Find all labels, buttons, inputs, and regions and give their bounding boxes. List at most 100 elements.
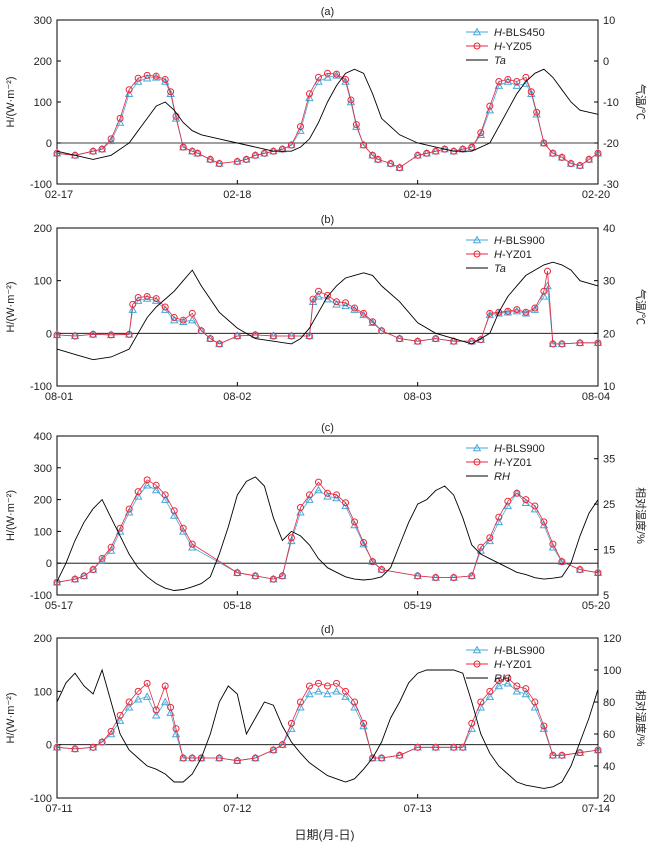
- data-point-H-YZ05: [167, 88, 175, 96]
- data-point-H-YZ01: [450, 574, 458, 582]
- data-point-H-BLS900: [341, 692, 350, 700]
- x-tick-label: 05-19: [404, 600, 432, 612]
- data-point-H-YZ01: [576, 566, 584, 574]
- data-point-H-BLS900: [305, 689, 314, 698]
- y-left-label: H/(W·m⁻²): [5, 281, 17, 332]
- data-point-H-YZ01: [161, 303, 169, 311]
- data-point-H-YZ01: [513, 682, 521, 690]
- data-point-H-YZ01: [540, 287, 548, 295]
- y-right-tick-label: 120: [603, 633, 621, 645]
- data-point-H-BLS900: [521, 308, 531, 317]
- data-point-H-YZ01: [89, 566, 97, 574]
- data-point-H-YZ01: [179, 316, 187, 324]
- data-point-H-YZ01: [170, 507, 178, 515]
- data-point-H-YZ01: [188, 540, 196, 548]
- data-point-H-BLS900: [332, 686, 341, 695]
- data-point-H-YZ01: [206, 335, 214, 343]
- data-point-H-YZ01: [170, 314, 178, 322]
- data-point-H-YZ01: [116, 711, 124, 719]
- data-point-H-YZ05: [585, 155, 593, 163]
- data-point-H-YZ01: [71, 575, 79, 583]
- data-point-H-YZ01: [549, 540, 557, 548]
- legend-entry: RH: [494, 673, 510, 685]
- y-right-tick-label: 25: [603, 499, 615, 511]
- data-point-H-BLS900: [503, 307, 513, 316]
- legend-entry: H-YZ01: [494, 659, 532, 671]
- data-point-H-YZ01: [125, 505, 133, 513]
- series-RH: [56, 668, 599, 789]
- data-point-H-YZ01: [504, 307, 512, 315]
- data-point-H-BLS900: [485, 692, 495, 700]
- data-point-H-YZ01: [305, 332, 313, 340]
- data-point-H-YZ01: [188, 309, 196, 317]
- data-point-H-YZ01: [594, 569, 602, 577]
- y-left-tick-label: 0: [46, 558, 52, 570]
- y-right-label: 气温/℃: [634, 289, 648, 325]
- data-point-H-BLS900: [296, 507, 305, 516]
- data-point-H-YZ01: [107, 543, 115, 551]
- data-point-H-YZ01: [278, 741, 286, 749]
- data-point-H-BLS900: [503, 501, 513, 510]
- y-right-tick-label: 40: [603, 761, 615, 773]
- data-point-H-BLS450: [503, 77, 513, 85]
- panel-label: (d): [321, 624, 334, 636]
- legend-entry: Ta: [494, 55, 506, 67]
- legend-marker: [473, 660, 481, 668]
- series-H-YZ05: [53, 69, 602, 172]
- data-point-H-YZ05: [441, 145, 449, 153]
- data-point-H-YZ05: [558, 153, 566, 161]
- data-point-H-YZ05: [522, 73, 530, 81]
- data-point-H-YZ01: [369, 558, 377, 566]
- data-point-H-YZ05: [468, 143, 476, 151]
- legend: H-BLS450 H-YZ05 Ta: [466, 27, 545, 67]
- data-point-H-BLS450: [305, 93, 314, 102]
- data-point-H-YZ01: [513, 306, 521, 314]
- data-point-H-BLS450: [485, 105, 495, 114]
- data-point-H-YZ05: [352, 121, 360, 129]
- y-right-tick-label: -30: [603, 179, 619, 191]
- legend-entry: H-YZ05: [494, 41, 532, 53]
- data-point-H-BLS900: [314, 292, 323, 300]
- data-point-H-YZ01: [107, 331, 115, 339]
- common-xlabel: 日期(月-日): [294, 828, 355, 842]
- y-right-tick-label: 10: [603, 381, 615, 393]
- data-point-H-YZ01: [414, 572, 422, 580]
- data-point-H-YZ05: [477, 129, 485, 137]
- y-left-tick-label: -100: [30, 381, 52, 393]
- data-point-H-YZ05: [369, 151, 377, 159]
- legend-marker: [473, 250, 481, 258]
- data-point-H-YZ05: [333, 70, 341, 78]
- y-left-tick-label: 200: [34, 495, 52, 507]
- plot-frame: [56, 227, 599, 387]
- legend-entry: H-BLS900: [494, 645, 545, 657]
- data-point-H-YZ01: [396, 751, 404, 759]
- data-point-H-YZ01: [314, 478, 322, 486]
- data-point-H-YZ01: [432, 335, 440, 343]
- data-point-H-YZ01: [531, 304, 539, 312]
- data-point-H-BLS900: [368, 318, 377, 327]
- data-point-H-YZ01: [251, 754, 259, 762]
- data-point-H-YZ01: [504, 674, 512, 682]
- data-point-H-YZ05: [314, 73, 322, 81]
- y-right-tick-label: 60: [603, 729, 615, 741]
- series-line-Ta: [56, 68, 599, 160]
- x-tick-label: 02-17: [45, 189, 73, 201]
- data-point-H-YZ05: [594, 149, 602, 157]
- data-point-H-YZ05: [342, 75, 350, 83]
- y-right-tick-label: -20: [603, 138, 619, 150]
- series-H-YZ01: [53, 674, 602, 765]
- data-point-H-YZ01: [80, 572, 88, 580]
- data-point-H-BLS900: [133, 694, 143, 703]
- data-point-H-YZ01: [125, 698, 133, 706]
- data-point-H-YZ01: [531, 502, 539, 510]
- y-left-label: H/(W·m⁻²): [5, 692, 17, 743]
- y-right-tick-label: 15: [603, 545, 615, 557]
- data-point-H-YZ05: [242, 155, 250, 163]
- data-point-H-BLS450: [346, 97, 356, 106]
- data-point-H-YZ01: [71, 745, 79, 753]
- data-point-H-YZ05: [414, 151, 422, 159]
- data-point-H-YZ01: [432, 743, 440, 751]
- data-point-H-YZ01: [486, 687, 494, 695]
- data-point-H-YZ01: [197, 327, 205, 335]
- data-point-H-YZ01: [89, 330, 97, 338]
